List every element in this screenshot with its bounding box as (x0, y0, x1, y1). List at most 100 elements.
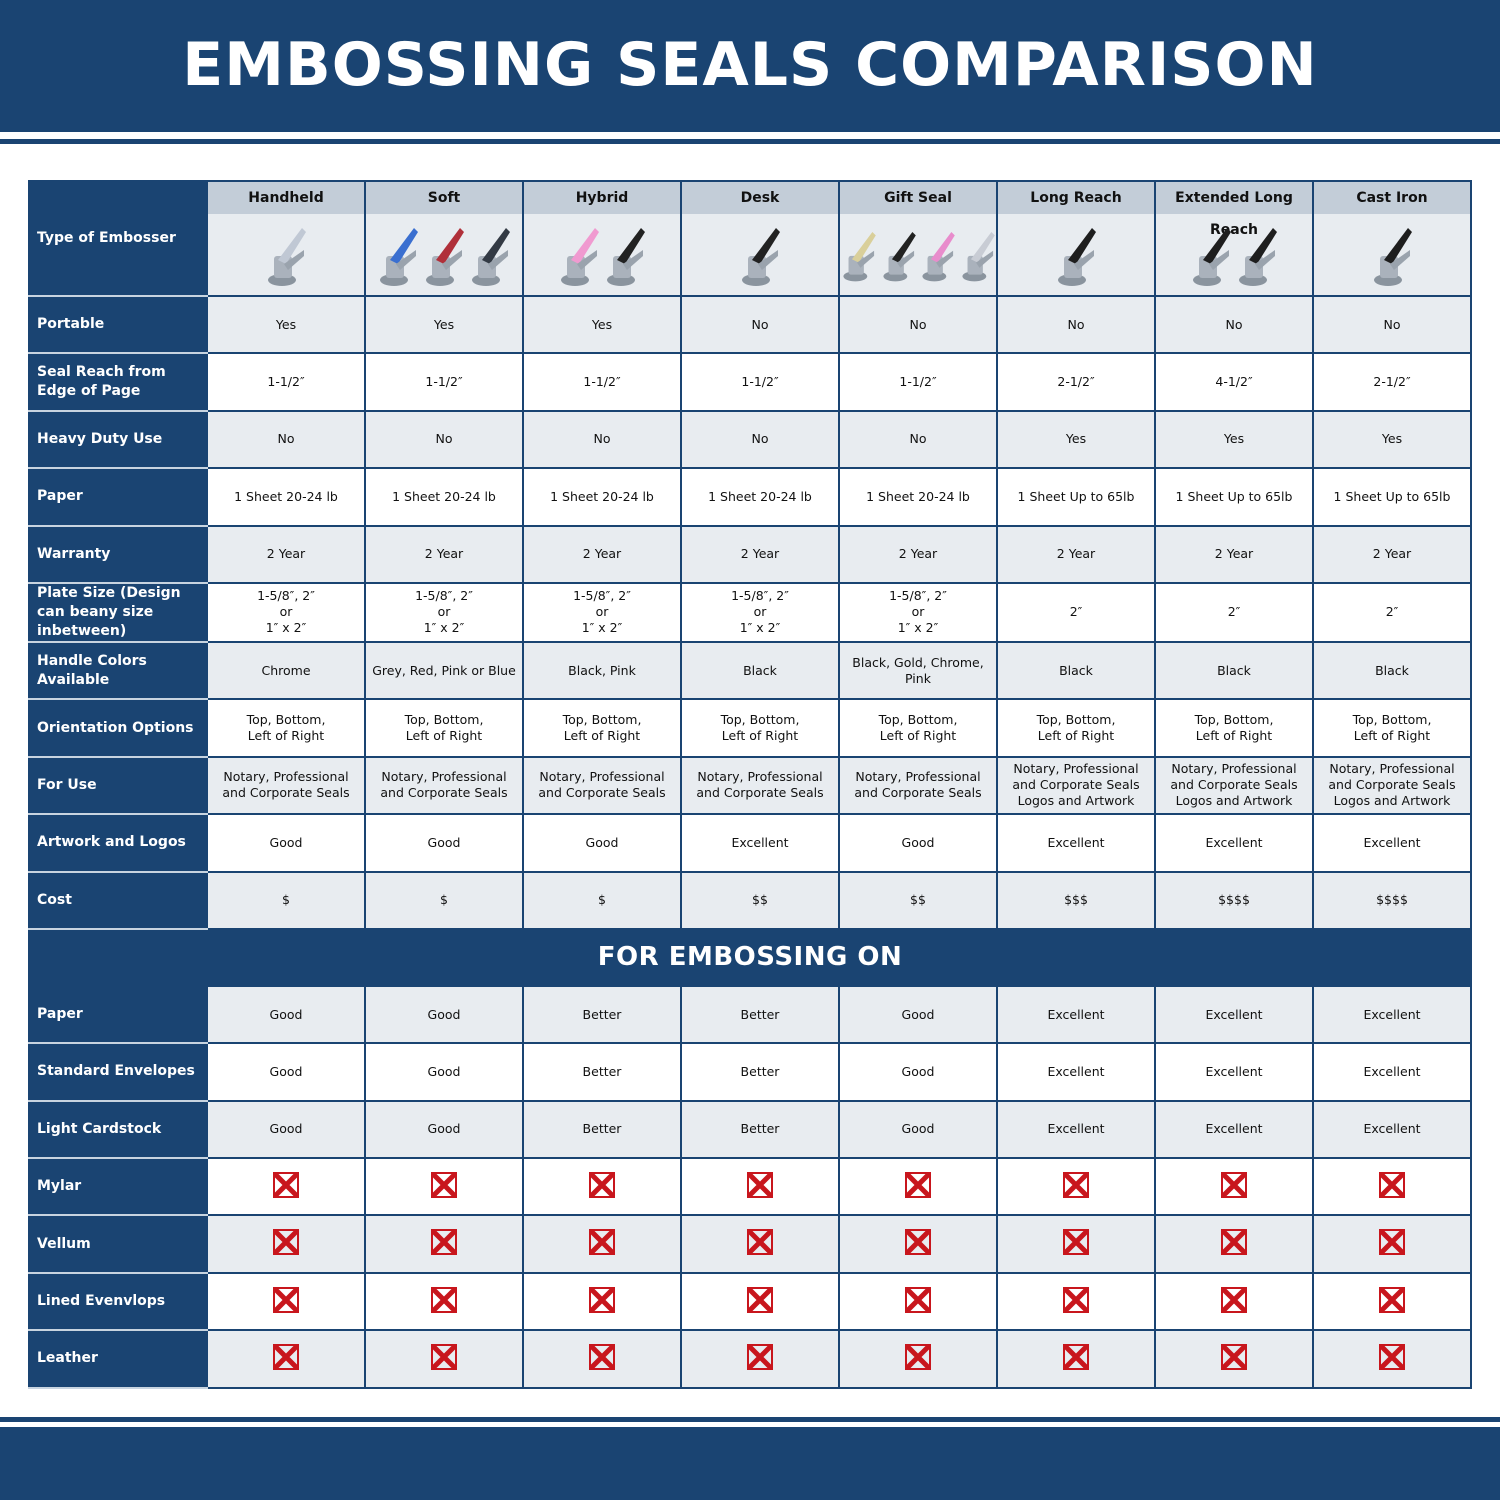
column-header: Extended Long Reach (1154, 180, 1314, 297)
row-label: Vellum (28, 1214, 208, 1274)
red-x-icon (589, 1343, 615, 1370)
table-row: Artwork and Logos Good Good Good Excellent Go… (28, 813, 1472, 873)
red-x-icon (905, 1343, 931, 1370)
table-cell: 2″ (1312, 581, 1472, 643)
table-cell: Good (206, 1042, 366, 1102)
red-x-icon (273, 1343, 299, 1370)
table-cell: 1-1/2″ (522, 352, 682, 412)
red-x-icon (431, 1229, 457, 1256)
column-name: Extended Long Reach (1156, 182, 1312, 238)
table-cell: 4-1/2″ (1154, 352, 1314, 412)
red-x-icon (1379, 1171, 1405, 1198)
embosser-image (882, 231, 916, 281)
section-title: FOR EMBOSSING ON (28, 927, 1472, 987)
table-cell: Better (680, 984, 840, 1045)
embosser-images (1314, 214, 1470, 295)
table-cell: Notary, Professional and Corporate Seals (206, 755, 366, 816)
embosser-image (1239, 227, 1277, 286)
table-cell: $$$ (996, 870, 1156, 930)
table-cell: 1-5/8″, 2″ or 1″ x 2″ (838, 581, 998, 643)
table-row: Plate Size (Design can beany size inbetw… (28, 581, 1472, 643)
table-cell (522, 1214, 682, 1274)
embosser-image (268, 227, 306, 286)
table-cell: 2-1/2″ (996, 352, 1156, 412)
table-row: For Use Notary, Professional and Corporat… (28, 755, 1472, 816)
table-cell: 1 Sheet 20-24 lb (364, 467, 524, 527)
column-name: Handheld (208, 182, 364, 214)
header-row: Type of Embosser Handheld Soft Hybrid Desk Gi… (28, 180, 1472, 297)
embosser-images (524, 214, 680, 295)
table-cell: 2 Year (996, 524, 1156, 584)
table-cell (522, 1329, 682, 1389)
embosser-images (840, 214, 996, 295)
red-x-icon (747, 1286, 773, 1313)
table-cell: Better (680, 1099, 840, 1160)
table-row: Paper Good Good Better Better Good Excellent Ex… (28, 984, 1472, 1045)
table-cell: Good (364, 1099, 524, 1160)
row-label: Warranty (28, 524, 208, 584)
table-row: Handle Colors Available Chrome Grey, Red, … (28, 640, 1472, 701)
table-cell: Black (1154, 640, 1314, 701)
table-row: Leather (28, 1329, 1472, 1389)
row-label: Plate Size (Design can beany size inbetw… (28, 581, 208, 643)
red-x-icon (747, 1229, 773, 1256)
table-cell: Top, Bottom, Left of Right (996, 698, 1156, 758)
table-cell: Better (522, 1042, 682, 1102)
table-cell (680, 1157, 840, 1217)
table-row: Portable Yes Yes Yes No No No No No (28, 294, 1472, 355)
row-label: Paper (28, 984, 208, 1045)
table-cell: 1-1/2″ (364, 352, 524, 412)
table-cell: 2 Year (838, 524, 998, 584)
table-cell: 2″ (996, 581, 1156, 643)
row-label: Heavy Duty Use (28, 409, 208, 470)
table-cell: 2 Year (1312, 524, 1472, 584)
table-cell (996, 1214, 1156, 1274)
table-cell: Notary, Professional and Corporate Seals (838, 755, 998, 816)
table-cell: 1 Sheet 20-24 lb (680, 467, 840, 527)
table-cell: Good (838, 1099, 998, 1160)
table-cell (1312, 1329, 1472, 1389)
table-row: Seal Reach from Edge of Page 1-1/2″ 1-1/2″… (28, 352, 1472, 412)
row-label: Artwork and Logos (28, 813, 208, 873)
table-cell (206, 1271, 366, 1332)
table-cell (364, 1329, 524, 1389)
divider (0, 139, 1500, 144)
table-cell: $ (522, 870, 682, 930)
table-cell (1312, 1271, 1472, 1332)
embosser-image (607, 227, 645, 286)
red-x-icon (747, 1343, 773, 1370)
table-cell: No (522, 409, 682, 470)
embosser-images (998, 214, 1154, 295)
red-x-icon (589, 1229, 615, 1256)
table-cell (522, 1157, 682, 1217)
red-x-icon (1221, 1171, 1247, 1198)
table-cell: No (996, 294, 1156, 355)
table-cell: Top, Bottom, Left of Right (206, 698, 366, 758)
table-cell: Top, Bottom, Left of Right (1312, 698, 1472, 758)
table-cell (364, 1157, 524, 1217)
table-cell: Better (522, 984, 682, 1045)
table-cell: Excellent (1154, 1042, 1314, 1102)
red-x-icon (905, 1286, 931, 1313)
table-cell (1154, 1157, 1314, 1217)
table-cell: 1-1/2″ (838, 352, 998, 412)
table-cell: 1-1/2″ (206, 352, 366, 412)
embosser-image (1058, 227, 1096, 286)
table-cell: Grey, Red, Pink or Blue (364, 640, 524, 701)
embosser-image (922, 231, 955, 281)
table-cell: Good (206, 984, 366, 1045)
page-title: EMBOSSING SEALS COMPARISON (182, 30, 1318, 100)
table-cell: 2-1/2″ (1312, 352, 1472, 412)
column-header: Hybrid (522, 180, 682, 297)
column-name: Hybrid (524, 182, 680, 214)
column-name: Long Reach (998, 182, 1154, 214)
table-cell: Good (206, 1099, 366, 1160)
table-cell: Better (522, 1099, 682, 1160)
red-x-icon (747, 1171, 773, 1198)
table-cell: Black, Gold, Chrome, Pink (838, 640, 998, 701)
red-x-icon (589, 1286, 615, 1313)
table-cell: Excellent (680, 813, 840, 873)
table-cell: Excellent (1312, 1099, 1472, 1160)
table-cell (996, 1271, 1156, 1332)
row-label: Paper (28, 467, 208, 527)
